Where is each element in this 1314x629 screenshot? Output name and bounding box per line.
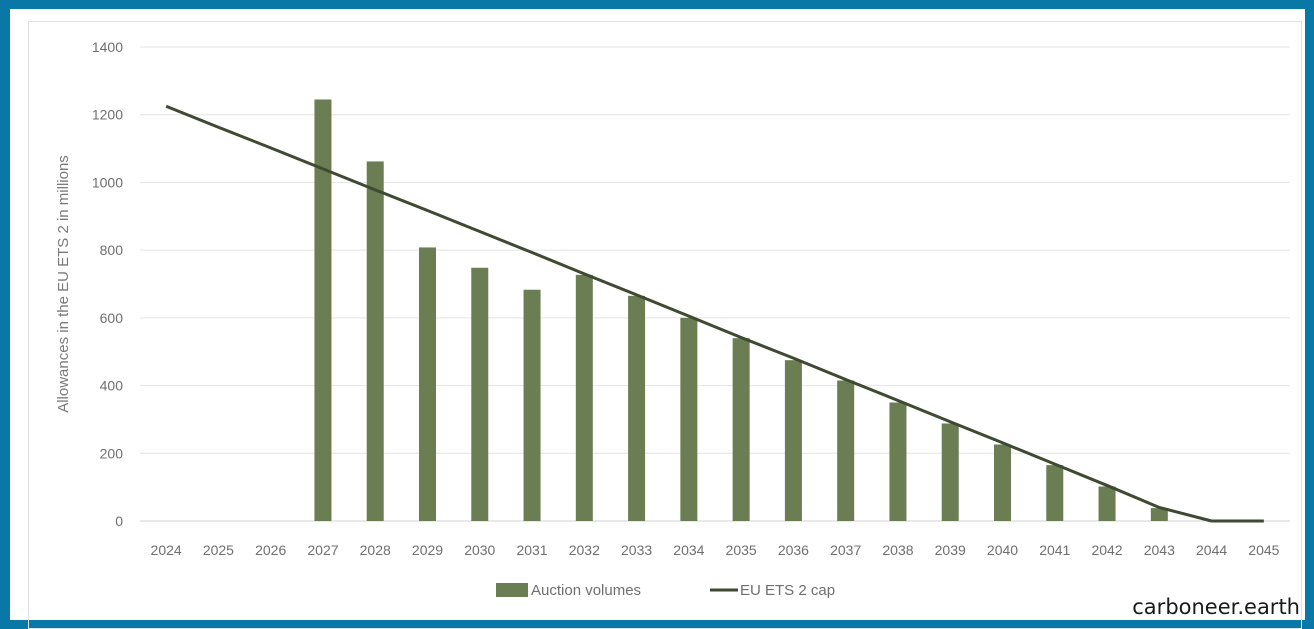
x-tick-label: 2035 — [726, 542, 757, 558]
bar-auction-volumes — [1098, 486, 1116, 521]
bar-auction-volumes — [314, 99, 332, 521]
x-tick-label: 2028 — [360, 542, 391, 558]
bar-auction-volumes — [575, 274, 593, 521]
x-tick-label: 2036 — [778, 542, 809, 558]
bar-auction-volumes — [732, 338, 750, 521]
bar-auction-volumes — [419, 247, 436, 522]
bar-auction-volumes — [941, 423, 959, 521]
y-tick-label: 0 — [115, 513, 123, 529]
bar-auction-volumes — [994, 444, 1011, 521]
x-tick-label: 2024 — [151, 542, 182, 558]
x-tick-label: 2043 — [1144, 542, 1175, 558]
bar-auction-volumes — [1150, 508, 1168, 521]
x-tick-label: 2037 — [830, 542, 861, 558]
x-tick-label: 2032 — [569, 542, 600, 558]
x-tick-label: 2027 — [307, 542, 338, 558]
x-tick-label: 2033 — [621, 542, 652, 558]
x-tick-label: 2040 — [987, 542, 1018, 558]
bar-auction-volumes — [889, 402, 907, 521]
x-tick-label: 2029 — [412, 542, 443, 558]
x-tick-label: 2026 — [255, 542, 286, 558]
bar-auction-volumes — [1046, 465, 1064, 521]
x-tick-label: 2041 — [1039, 542, 1070, 558]
chart-frame — [10, 9, 1305, 629]
x-tick-label: 2031 — [516, 542, 547, 558]
bar-auction-volumes — [366, 161, 384, 522]
y-tick-label: 800 — [100, 242, 124, 258]
x-tick-label: 2042 — [1091, 542, 1122, 558]
bar-auction-volumes — [837, 380, 855, 521]
x-tick-label: 2045 — [1248, 542, 1279, 558]
x-tick-label: 2044 — [1196, 542, 1227, 558]
x-tick-label: 2034 — [673, 542, 704, 558]
y-tick-label: 1400 — [92, 39, 123, 55]
x-tick-label: 2030 — [464, 542, 495, 558]
y-tick-label: 1200 — [92, 107, 123, 123]
y-tick-label: 1000 — [92, 174, 123, 190]
line-eu-ets2-cap — [165, 104, 1264, 523]
bar-auction-volumes — [784, 360, 802, 521]
y-tick-label: 200 — [100, 445, 124, 461]
x-tick-label: 2039 — [935, 542, 966, 558]
legend-label-eu-ets2-cap: EU ETS 2 cap — [740, 582, 835, 599]
legend-swatch-auction-volumes — [496, 583, 528, 597]
y-tick-label: 600 — [100, 310, 124, 326]
x-tick-label: 2038 — [882, 542, 913, 558]
y-axis-label: Allowances in the EU ETS 2 in millions — [55, 155, 72, 413]
y-tick-label: 400 — [100, 378, 124, 394]
x-tick-label: 2025 — [203, 542, 234, 558]
watermark: carboneer.earth — [1132, 595, 1300, 619]
bar-auction-volumes — [680, 317, 698, 521]
bar-auction-volumes — [628, 295, 646, 521]
bar-auction-volumes — [523, 289, 541, 521]
bar-auction-volumes — [471, 267, 489, 521]
legend-label-auction-volumes: Auction volumes — [531, 582, 641, 599]
